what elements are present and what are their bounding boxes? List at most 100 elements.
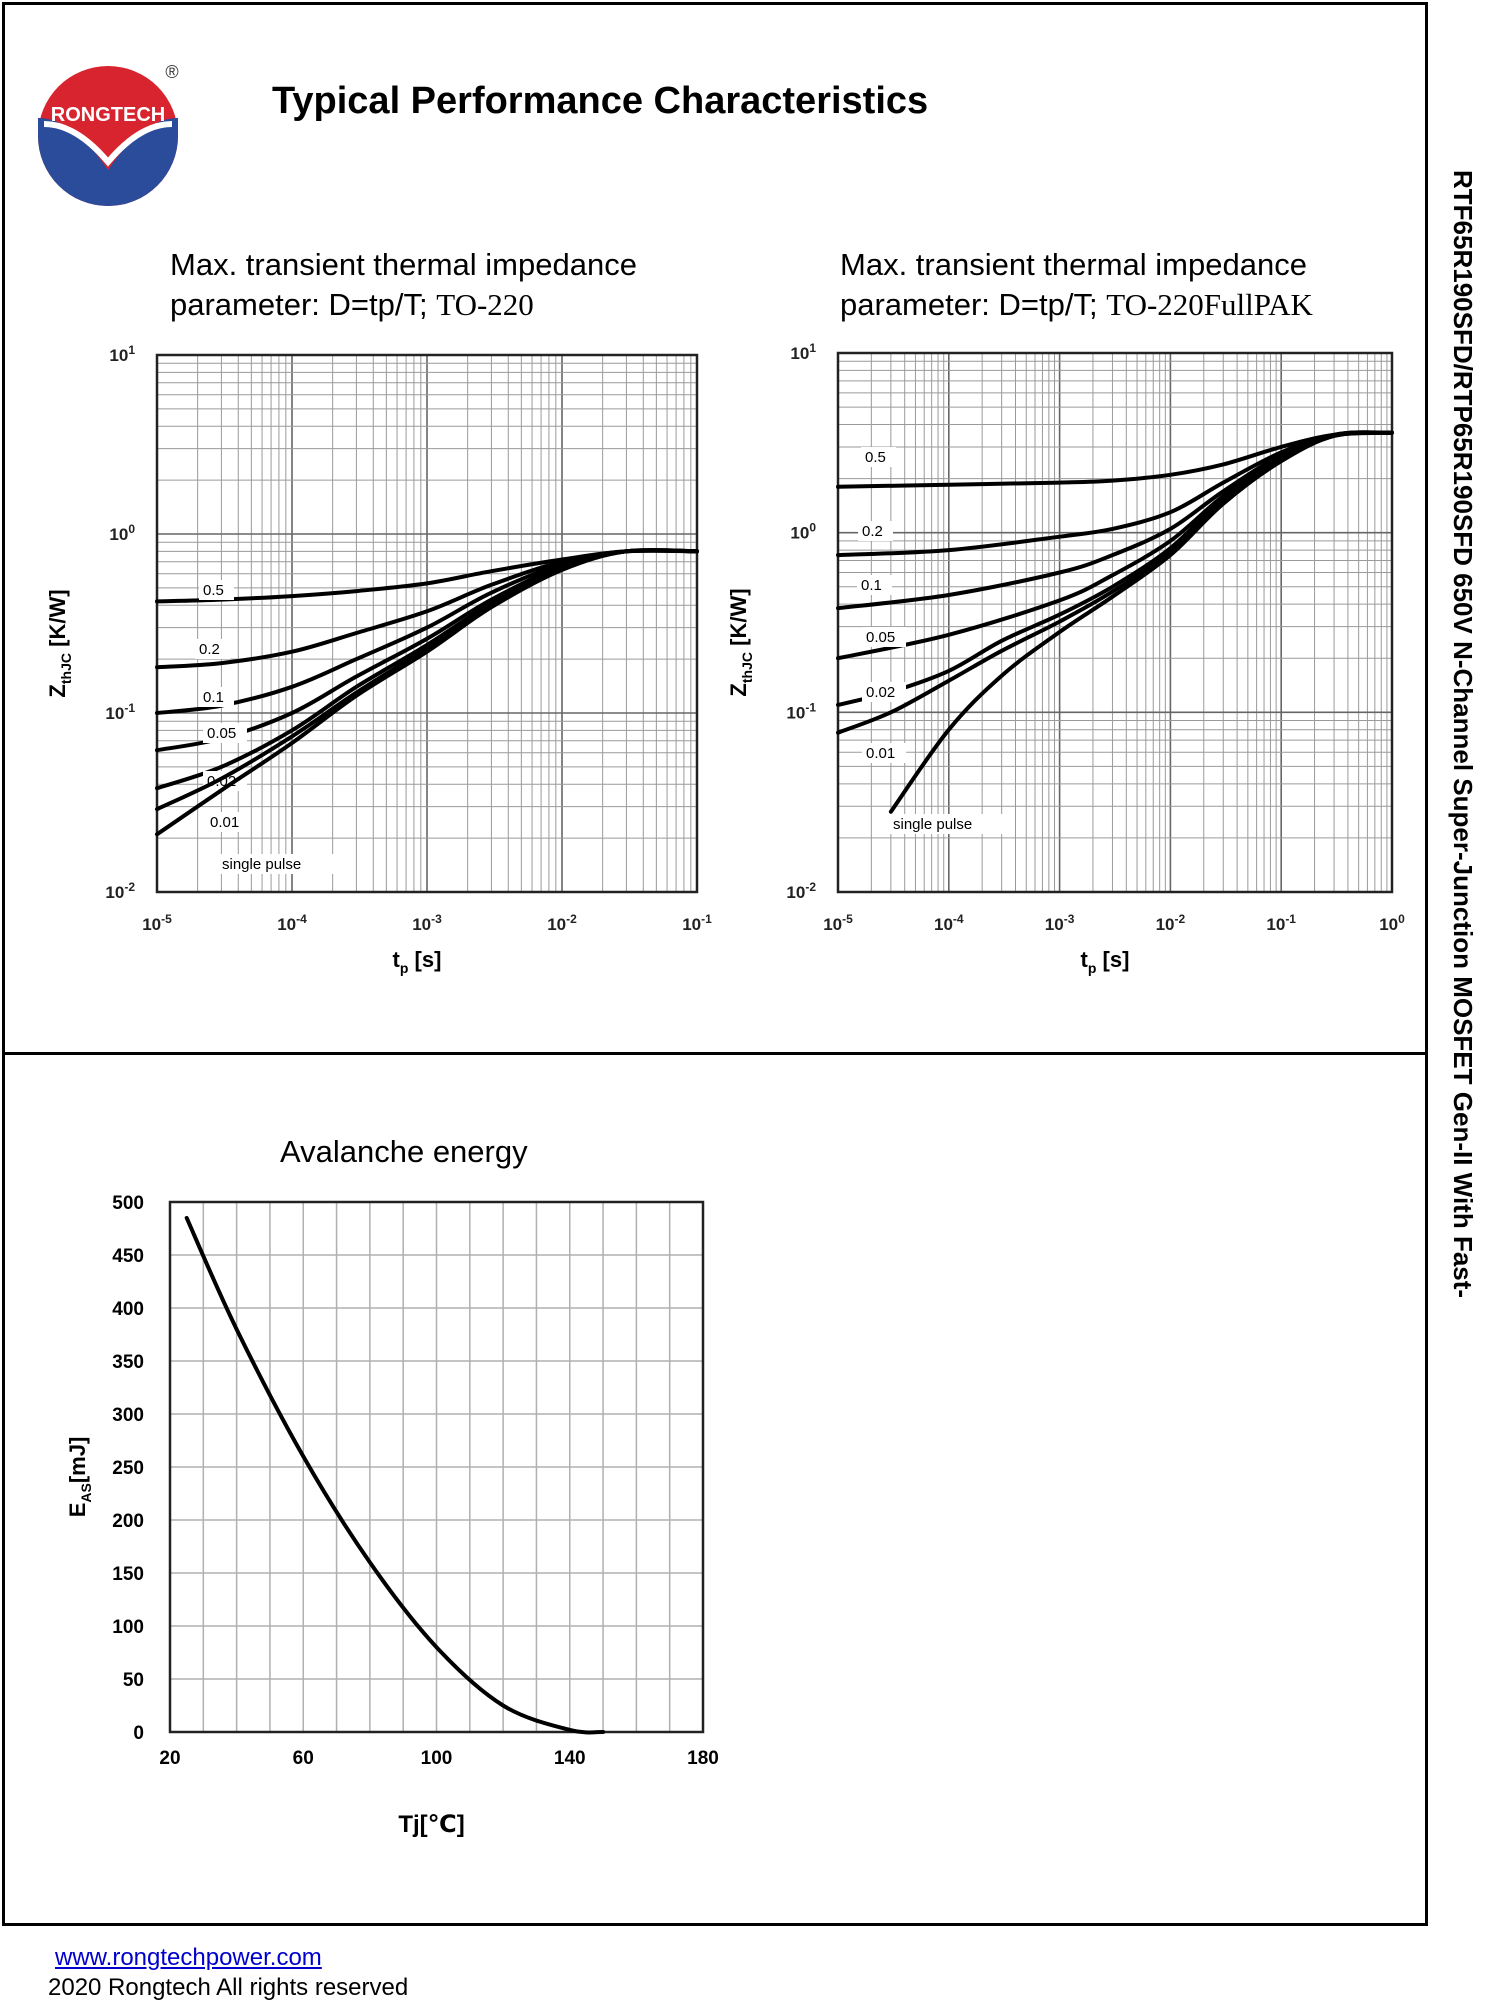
chart1-title: Max. transient thermal impedance paramet… xyxy=(170,245,637,325)
chart3-y-tick-label: 200 xyxy=(112,1511,144,1532)
chart2-series-0_05 xyxy=(836,430,1394,661)
chart2-title: Max. transient thermal impedance paramet… xyxy=(840,245,1313,325)
chart3-y-tick-label: 50 xyxy=(123,1670,144,1691)
chart3-y-tick-label: 250 xyxy=(112,1458,144,1479)
chart3-y-tick-label: 0 xyxy=(133,1723,144,1744)
chart1-y-tick-label: 100 xyxy=(109,522,135,544)
footer-copyright: 2020 Rongtech All rights reserved xyxy=(48,1974,409,2001)
chart2-series-label: 0.2 xyxy=(862,523,883,540)
chart2-series-label-bg xyxy=(862,743,906,763)
chart1-series-label: single pulse xyxy=(222,856,301,873)
logo-wave xyxy=(43,121,173,167)
side-document-title: RTF65R190SFD/RTP65R190SFD 650V N-Channel… xyxy=(1448,170,1478,1299)
chart1-title-line1: Max. transient thermal impedance xyxy=(170,247,637,282)
chart2-y-axis-label: ZthJC [K/W] xyxy=(726,588,755,696)
chart3-x-tick-label: 100 xyxy=(421,1748,453,1769)
chart1-x-axis-label: tp [s] xyxy=(393,947,442,976)
chart1-series-label-bg xyxy=(206,812,250,832)
chart2-y-tick-label: 100 xyxy=(790,521,816,543)
chart1-title-param: parameter: D=tp/T; xyxy=(170,287,437,322)
chart2-x-tick-label: 10-2 xyxy=(1156,912,1186,934)
chart2-series-label: 0.1 xyxy=(861,577,882,594)
chart1-x-tick-label: 10-1 xyxy=(682,912,712,934)
chart1-y-axis-label: ZthJC [K/W] xyxy=(45,589,74,697)
chart1-x-tick-label: 10-2 xyxy=(547,912,577,934)
chart2-x-tick-label: 10-5 xyxy=(823,912,853,934)
chart1-x-tick-label: 10-4 xyxy=(277,912,307,934)
logo-text: RONGTECH xyxy=(51,104,165,126)
chart1-x-tick-label: 10-5 xyxy=(142,912,172,934)
chart3-y-tick-label: 150 xyxy=(112,1564,144,1585)
chart2-series-label: 0.01 xyxy=(866,745,895,762)
chart3-y-tick-label: 400 xyxy=(112,1299,144,1320)
chart2-series-single-pulse xyxy=(888,430,1394,814)
chart1-series-label-bg xyxy=(195,639,230,659)
chart1-plot-frame xyxy=(155,353,699,894)
chart2-title-param: parameter: D=tp/T; xyxy=(840,287,1107,322)
chart1-series-label: 0.05 xyxy=(207,725,236,742)
chart1-series-label-bg xyxy=(203,723,247,743)
chart1-series-label: 0.2 xyxy=(199,641,220,658)
chart2-series-label-bg xyxy=(889,814,1005,834)
chart1-y-tick-label: 10-2 xyxy=(105,880,135,902)
chart1-series-label: 0.01 xyxy=(210,814,239,831)
chart3-y-tick-label: 350 xyxy=(112,1352,144,1373)
chart2-series-0_01 xyxy=(836,430,1394,735)
chart2-series-0_02 xyxy=(836,430,1394,707)
chart2-series-label: single pulse xyxy=(893,816,972,833)
chart2-x-axis-label: tp [s] xyxy=(1081,947,1130,976)
chart2-plot-frame xyxy=(836,351,1394,894)
registered-mark: ® xyxy=(165,62,178,82)
chart2-series-label: 0.5 xyxy=(865,449,886,466)
chart3-y-tick-label: 500 xyxy=(112,1193,144,1214)
chart1-series-label-bg xyxy=(199,687,234,707)
chart2-series-label-bg xyxy=(862,682,906,702)
chart3-plot-frame xyxy=(168,1200,705,1734)
chart1-series-label-bg xyxy=(203,771,247,791)
chart3-x-tick-label: 140 xyxy=(554,1748,586,1769)
chart2-x-tick-label: 10-4 xyxy=(934,912,964,934)
chart1-title-package: TO-220 xyxy=(436,287,534,322)
chart1-series-label: 0.5 xyxy=(203,582,224,599)
chart2-y-tick-label: 101 xyxy=(790,341,816,363)
chart3-y-tick-label: 450 xyxy=(112,1246,144,1267)
chart2-x-tick-label: 100 xyxy=(1379,912,1405,934)
section-divider xyxy=(2,1052,1428,1055)
rongtech-logo: RONGTECH ® xyxy=(38,62,179,206)
chart2-series-label-bg xyxy=(858,521,893,541)
page-border xyxy=(2,2,1428,1926)
chart1-series-label: 0.1 xyxy=(203,689,224,706)
chart1-series-label-bg xyxy=(218,854,334,874)
chart1-x-tick-label: 10-3 xyxy=(412,912,442,934)
chart3-title: Avalanche energy xyxy=(280,1134,528,1169)
chart3-series-eas xyxy=(184,1215,606,1735)
chart2-series-label-bg xyxy=(862,627,906,647)
chart2-series-label-bg xyxy=(857,575,892,595)
chart2-y-tick-label: 10-2 xyxy=(786,880,816,902)
chart3-x-tick-label: 180 xyxy=(687,1748,719,1769)
page-title: Typical Performance Characteristics xyxy=(272,80,929,122)
chart2-series-label-bg xyxy=(861,447,896,467)
chart2-series-0_2 xyxy=(836,430,1394,558)
chart2-title-package: TO-220FullPAK xyxy=(1106,287,1313,322)
chart3-y-tick-label: 100 xyxy=(112,1617,144,1638)
chart1-series-single-pulse xyxy=(155,547,699,837)
chart1-y-tick-label: 10-1 xyxy=(105,701,135,723)
chart3-x-axis-label: Tj[℃] xyxy=(398,1811,464,1838)
chart3-y-axis-label: EAS[mJ] xyxy=(65,1437,94,1518)
chart2-series-0_1 xyxy=(836,430,1394,611)
chart1-series-label-bg xyxy=(199,580,234,600)
chart2-series-label: 0.05 xyxy=(866,629,895,646)
chart2-y-tick-label: 10-1 xyxy=(786,700,816,722)
chart2-series-label: 0.02 xyxy=(866,684,895,701)
footer-website-link[interactable]: www.rongtechpower.com xyxy=(55,1944,322,1971)
chart1-y-tick-label: 101 xyxy=(109,343,135,365)
chart2-x-tick-label: 10-3 xyxy=(1045,912,1075,934)
chart3-x-tick-label: 60 xyxy=(293,1748,314,1769)
chart3-x-tick-label: 20 xyxy=(159,1748,180,1769)
chart2-title-line1: Max. transient thermal impedance xyxy=(840,247,1307,282)
chart2-x-tick-label: 10-1 xyxy=(1266,912,1296,934)
chart3-y-tick-label: 300 xyxy=(112,1405,144,1426)
logo-disc-blue xyxy=(38,118,178,206)
